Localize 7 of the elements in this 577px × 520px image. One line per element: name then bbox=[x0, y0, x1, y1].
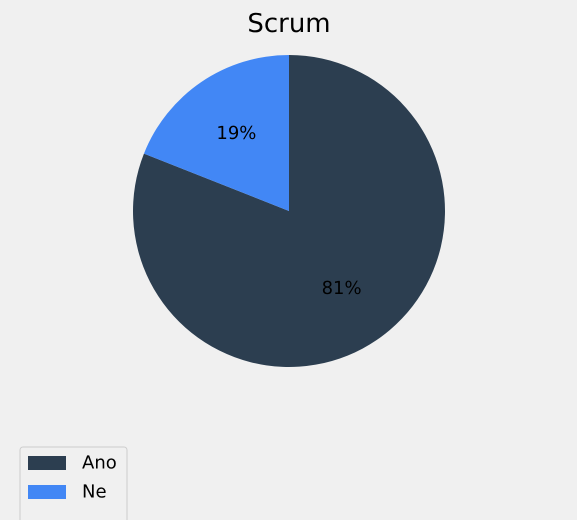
data-label: 81% bbox=[322, 278, 362, 299]
pie-slice bbox=[144, 55, 289, 211]
legend-label: Ano bbox=[82, 452, 117, 474]
chart-title: Scrum bbox=[247, 9, 331, 39]
data-label: 19% bbox=[216, 123, 256, 144]
pie-slice bbox=[133, 55, 445, 367]
legend-label: Ne bbox=[82, 482, 107, 502]
